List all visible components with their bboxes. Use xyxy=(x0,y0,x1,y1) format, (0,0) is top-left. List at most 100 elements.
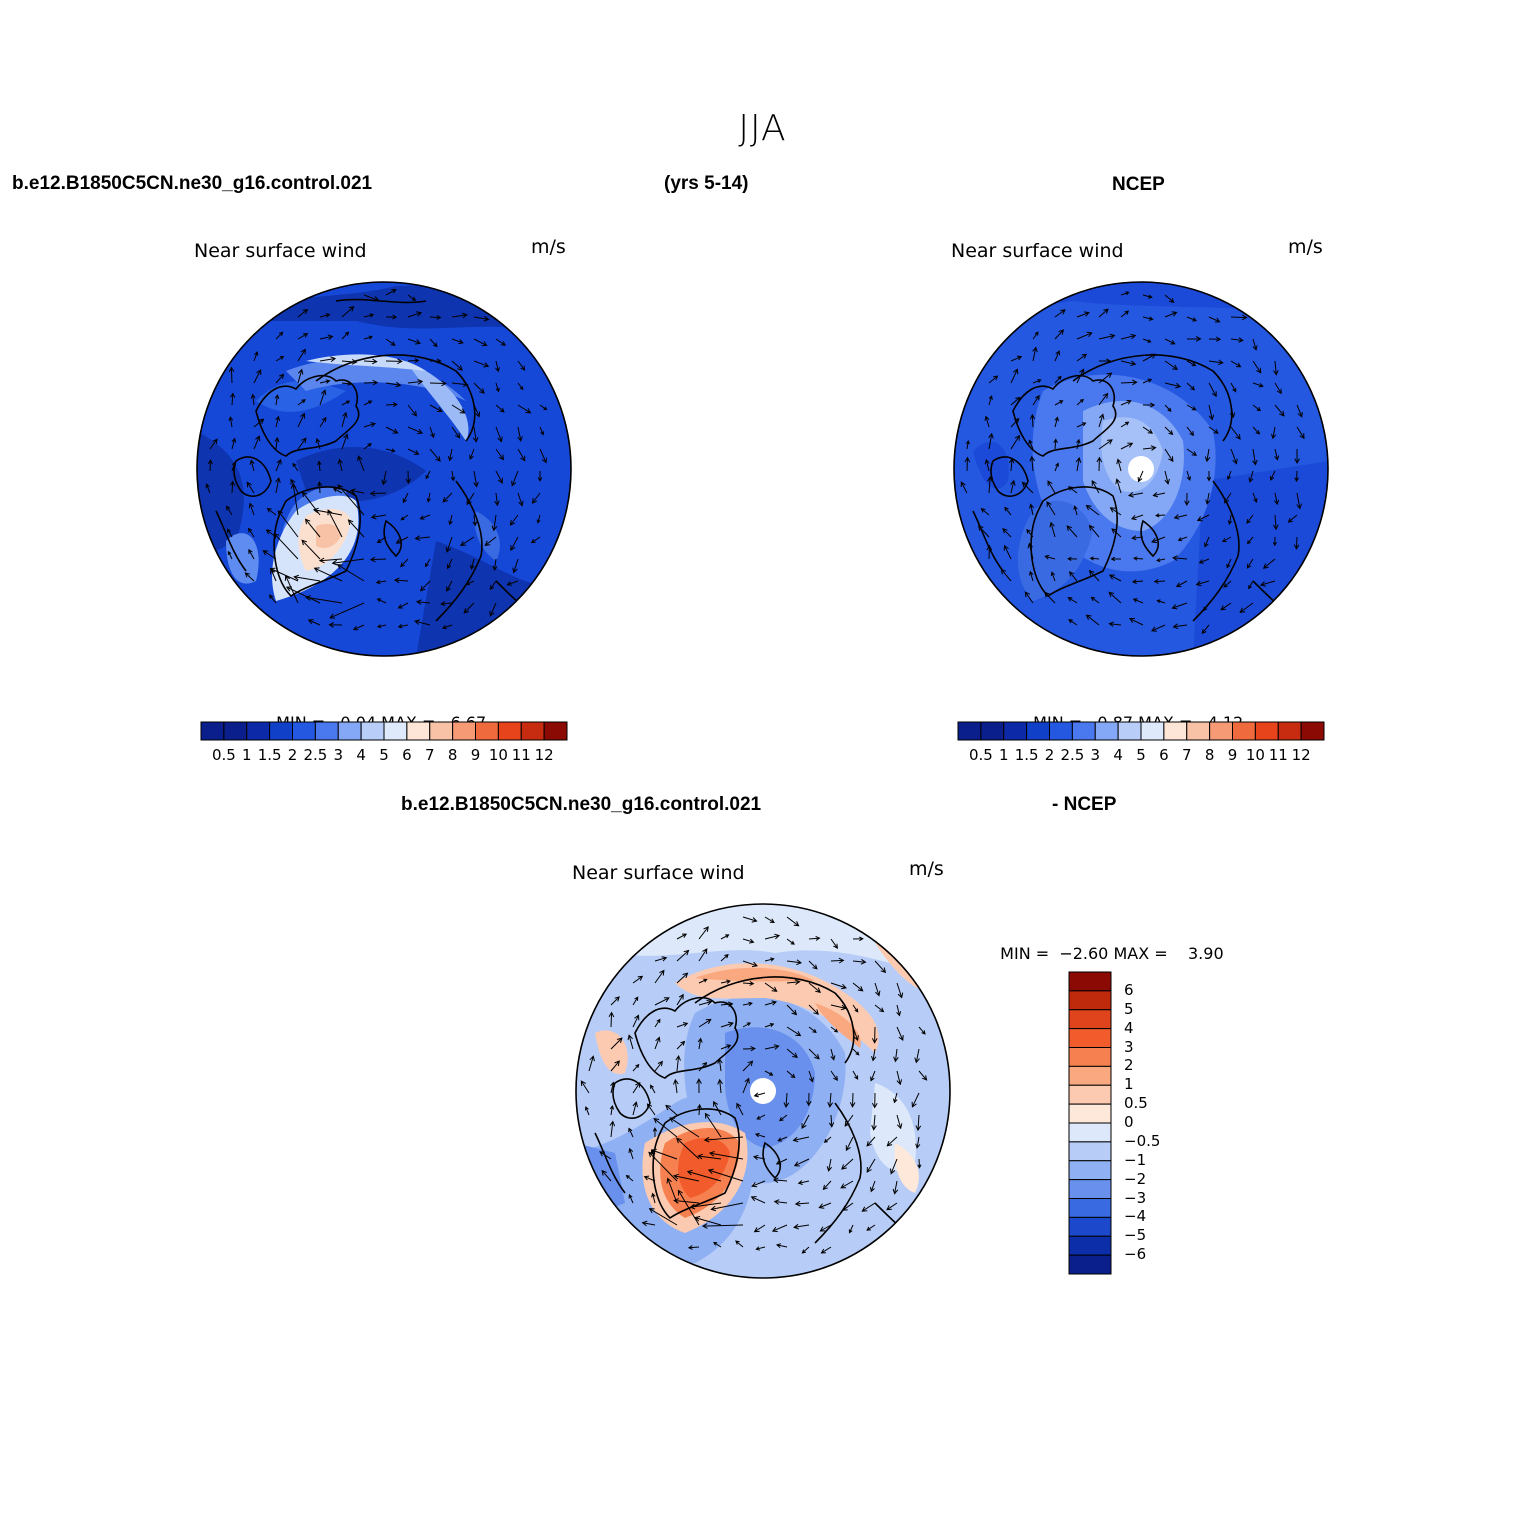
wind-arrow xyxy=(1142,294,1153,299)
wind-arrow xyxy=(753,1224,766,1233)
wind-arrow xyxy=(823,1136,832,1143)
wind-arrow xyxy=(319,389,327,406)
wind-arrow xyxy=(385,314,398,320)
wind-arrow xyxy=(275,415,281,428)
colorbar-tick-label: 0.5 xyxy=(1124,1094,1148,1113)
wind-arrow xyxy=(801,1114,810,1130)
wind-arrow xyxy=(914,1048,920,1064)
wind-arrow xyxy=(632,1081,641,1094)
wind-arrow xyxy=(249,459,255,472)
wind-arrow xyxy=(1177,536,1188,542)
wind-arrow xyxy=(698,948,708,962)
wind-arrow xyxy=(764,957,775,962)
wind-arrow xyxy=(473,404,481,418)
colorbar-tick-label: −3 xyxy=(1124,1188,1147,1207)
wind-arrow xyxy=(1296,492,1302,510)
wind-arrow xyxy=(717,1078,723,1094)
colorbar-tick-label: 0 xyxy=(1124,1113,1134,1131)
wind-arrow xyxy=(250,393,256,406)
wind-arrow xyxy=(632,996,639,1006)
wind-arrow xyxy=(1120,379,1138,386)
wind-arrow xyxy=(819,1224,832,1232)
wind-arrow xyxy=(697,1037,703,1050)
wind-arrow xyxy=(385,402,398,408)
wind-arrow xyxy=(517,404,532,414)
wind-arrow xyxy=(1143,402,1156,408)
wind-arrow xyxy=(1208,336,1222,342)
colorbar-box xyxy=(1049,721,1073,741)
wind-arrow xyxy=(363,422,376,428)
wind-arrow xyxy=(1010,434,1020,450)
wind-arrow xyxy=(305,595,343,604)
wind-arrow xyxy=(808,1026,817,1034)
wind-arrow xyxy=(852,1026,859,1042)
colorbar-tick-label: 11 xyxy=(511,746,531,764)
wind-arrow xyxy=(1230,382,1237,393)
wind-arrow xyxy=(492,558,498,571)
wind-arrow xyxy=(407,311,423,318)
colorbar-tick-label: 6 xyxy=(402,746,412,764)
wind-arrow xyxy=(248,502,255,516)
wind-arrow xyxy=(1021,481,1034,494)
wind-arrow xyxy=(402,492,409,504)
wind-arrow xyxy=(262,550,277,560)
wind-arrow xyxy=(665,1104,678,1116)
wind-arrow xyxy=(826,1158,833,1172)
wind-arrow xyxy=(1208,382,1217,398)
wind-arrow xyxy=(385,338,396,346)
wind-arrow xyxy=(332,488,343,494)
colorbar-tick-label: 12 xyxy=(534,746,554,764)
wind-arrow xyxy=(1128,617,1144,626)
wind-arrow xyxy=(1054,329,1065,340)
wind-arrow xyxy=(984,458,990,472)
wind-arrow xyxy=(764,1023,775,1028)
wind-arrow xyxy=(489,580,497,590)
wind-arrow xyxy=(988,395,993,406)
wind-arrow xyxy=(205,483,211,494)
wind-arrow xyxy=(1184,492,1190,507)
wind-arrow xyxy=(1132,556,1144,561)
wind-arrow xyxy=(896,1026,904,1042)
years-label: (yrs 5-14) xyxy=(664,173,749,194)
wind-arrow xyxy=(786,1048,798,1059)
panel-diff-colorbar xyxy=(1068,971,1112,1275)
wind-arrow xyxy=(676,1022,689,1028)
wind-arrow xyxy=(318,557,343,564)
colorbar-box xyxy=(475,721,499,741)
wind-arrow xyxy=(786,979,801,985)
wind-arrow xyxy=(231,461,236,472)
wind-arrow xyxy=(397,624,409,629)
wind-arrow xyxy=(429,338,438,348)
wind-arrow xyxy=(1220,602,1232,611)
wind-arrow xyxy=(1067,486,1078,494)
wind-arrow xyxy=(1204,536,1210,548)
colorbar-box xyxy=(292,721,316,741)
wind-arrow xyxy=(495,426,503,443)
wind-arrow xyxy=(290,482,299,516)
colorbar-box xyxy=(1300,721,1325,741)
wind-arrow xyxy=(628,1193,634,1204)
colorbar-box xyxy=(1068,1122,1112,1143)
wind-arrow xyxy=(1044,591,1056,604)
wind-arrow xyxy=(701,1223,744,1229)
colorbar-tick-label: 4 xyxy=(356,746,366,764)
wind-arrow xyxy=(1096,456,1103,472)
wind-arrow xyxy=(1076,331,1093,340)
colorbar-tick-label: −6 xyxy=(1124,1245,1147,1264)
wind-arrow xyxy=(472,514,478,527)
wind-arrow xyxy=(1248,580,1254,590)
wind-arrow xyxy=(1004,506,1012,516)
wind-arrow xyxy=(539,448,547,464)
colorbar-box xyxy=(1068,1216,1112,1237)
wind-arrow xyxy=(1076,438,1081,450)
wind-arrow xyxy=(1027,542,1034,560)
wind-arrow xyxy=(793,1223,810,1230)
wind-arrow xyxy=(407,294,417,301)
wind-arrow xyxy=(771,1224,788,1233)
wind-arrow xyxy=(1230,426,1241,440)
colorbar-box xyxy=(1140,721,1165,741)
wind-arrow xyxy=(653,1117,678,1138)
wind-arrow xyxy=(469,558,475,570)
wind-arrow xyxy=(648,1208,678,1226)
panel-obs-colorbar-labels: 0.5 1 1.5 2 2.5 3 4 5 6 7 8 9 10 11 12 xyxy=(957,746,1325,766)
